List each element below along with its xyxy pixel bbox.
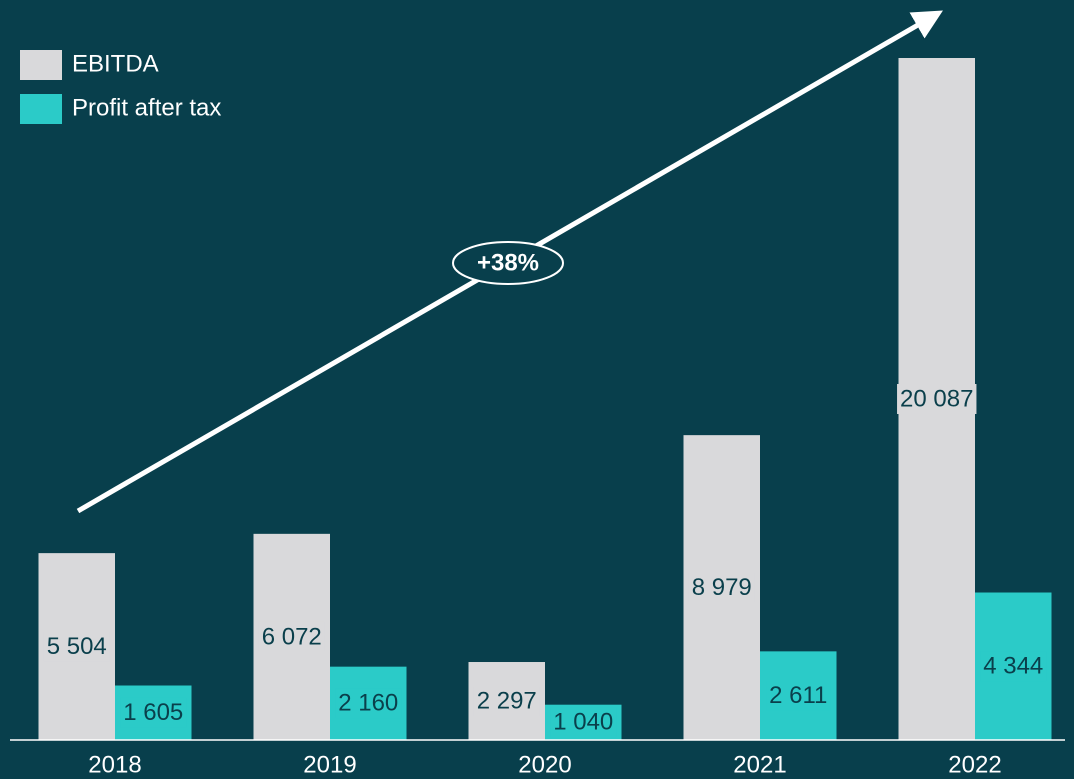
data-label-bg [43,631,110,662]
data-label-bg [766,680,831,711]
data-label: 2 160 [338,690,398,717]
legend-label: EBITDA [72,50,159,77]
data-label: 5 504 [47,633,107,660]
data-label-bg [688,572,755,603]
data-label-bg [335,688,402,719]
data-label: 4 344 [983,653,1043,680]
data-label-group: 2 297 [473,686,540,717]
data-label: 2 297 [477,687,537,714]
data-label: 2 611 [769,682,827,709]
x-tick-label: 2020 [518,751,571,778]
legend-swatch [20,50,62,80]
data-label: 8 979 [692,574,752,601]
data-label-group: 8 979 [688,572,755,603]
data-label: 20 087 [900,385,973,412]
data-label-bg [258,621,325,652]
x-tick-label: 2021 [733,751,786,778]
data-label-group: 1 040 [550,707,617,738]
x-tick-label: 2022 [948,751,1001,778]
data-label-group: 1 605 [120,697,187,728]
data-label-group: 6 072 [258,621,325,652]
x-tick-label: 2018 [88,751,141,778]
annotation: +38% [477,249,539,276]
data-label: 1 040 [553,709,613,736]
data-label-bg [120,697,187,728]
data-label-group: 20 087 [897,384,977,414]
legend-label: Profit after tax [72,94,221,121]
data-label-group: 5 504 [43,631,110,662]
data-label: 1 605 [123,699,183,726]
data-label-bg [473,686,540,717]
x-tick-label: 2019 [303,751,356,778]
data-label-group: 4 344 [980,651,1047,682]
data-label-group: 2 611 [766,680,831,711]
legend-swatch [20,94,62,124]
data-label: 6 072 [262,623,322,650]
annotation-ellipse [452,241,564,285]
data-label-bg [897,384,977,414]
data-label-group: 2 160 [335,688,402,719]
data-label-bg [980,651,1047,682]
data-label-bg [550,707,617,738]
